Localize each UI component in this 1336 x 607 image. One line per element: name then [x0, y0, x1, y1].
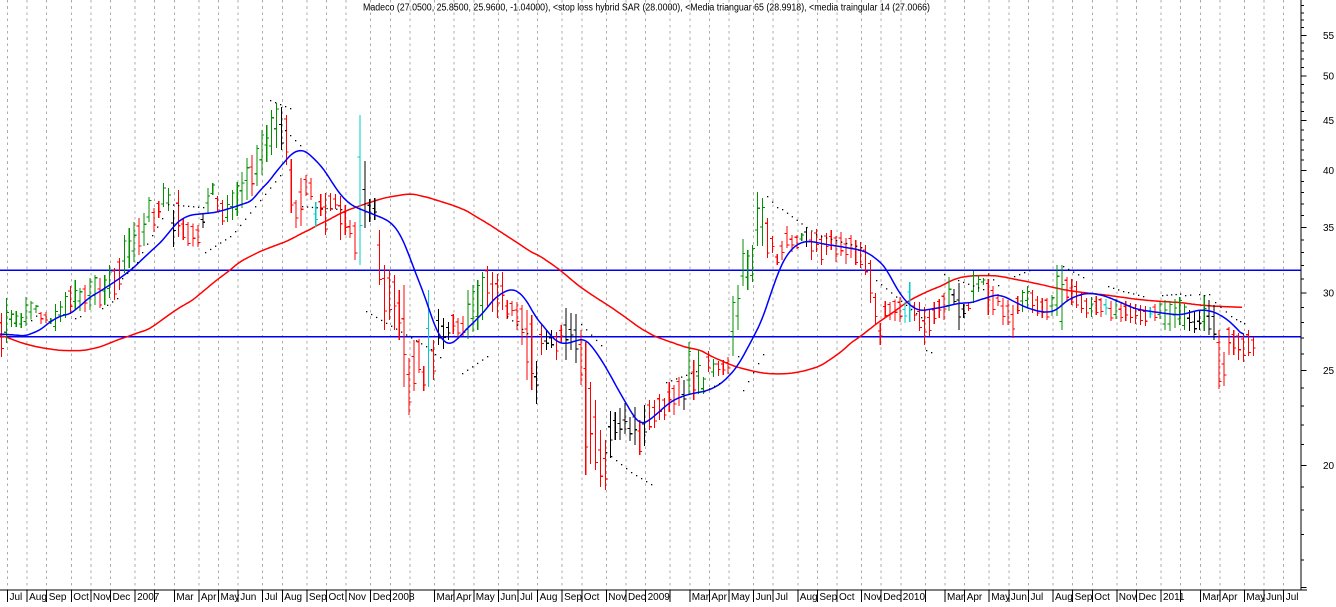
svg-text:Oct: Oct	[584, 592, 600, 602]
svg-text:Nov: Nov	[1119, 592, 1137, 602]
svg-text:Nov: Nov	[348, 592, 366, 602]
svg-text:Mar: Mar	[947, 592, 965, 602]
svg-text:Sep: Sep	[1075, 592, 1093, 602]
svg-text:Apr: Apr	[967, 592, 983, 602]
svg-text:May: May	[991, 592, 1010, 602]
svg-text:40: 40	[1323, 166, 1335, 177]
svg-text:Mar: Mar	[1202, 592, 1220, 602]
svg-text:Nov: Nov	[93, 592, 111, 602]
svg-text:Oct: Oct	[73, 592, 89, 602]
svg-text:Dec: Dec	[113, 592, 131, 602]
svg-text:Jun: Jun	[240, 592, 256, 602]
svg-text:30: 30	[1323, 289, 1335, 300]
svg-text:45: 45	[1323, 116, 1335, 127]
svg-text:May: May	[476, 592, 495, 602]
svg-text:Sep: Sep	[564, 592, 582, 602]
svg-text:55: 55	[1323, 31, 1335, 42]
svg-text:Aug: Aug	[1055, 592, 1073, 602]
svg-text:Apr: Apr	[1222, 592, 1238, 602]
svg-text:Jun: Jun	[1266, 592, 1282, 602]
svg-text:May: May	[221, 592, 240, 602]
svg-text:2007: 2007	[137, 592, 160, 602]
svg-text:Mar: Mar	[692, 592, 710, 602]
svg-text:Jul: Jul	[265, 592, 278, 602]
svg-text:Jul: Jul	[775, 592, 788, 602]
svg-text:Madeco (27.0500, 25.8500, 25.9: Madeco (27.0500, 25.8500, 25.9600, -1.04…	[363, 3, 930, 14]
svg-text:May: May	[1246, 592, 1265, 602]
svg-text:Dec: Dec	[883, 592, 901, 602]
svg-text:Sep: Sep	[819, 592, 837, 602]
svg-text:2009: 2009	[648, 592, 671, 602]
svg-text:2010: 2010	[903, 592, 926, 602]
svg-text:Dec: Dec	[628, 592, 646, 602]
svg-text:Jul: Jul	[1286, 592, 1299, 602]
svg-text:2011: 2011	[1163, 592, 1185, 602]
svg-text:Jul: Jul	[10, 592, 23, 602]
svg-text:Aug: Aug	[540, 592, 558, 602]
svg-text:Apr: Apr	[711, 592, 727, 602]
svg-text:50: 50	[1323, 71, 1335, 82]
svg-text:Oct: Oct	[1094, 592, 1110, 602]
svg-text:Aug: Aug	[800, 592, 818, 602]
svg-text:May: May	[731, 592, 750, 602]
svg-text:Oct: Oct	[329, 592, 345, 602]
svg-text:Jun: Jun	[500, 592, 516, 602]
svg-text:Aug: Aug	[29, 592, 47, 602]
svg-text:Apr: Apr	[201, 592, 217, 602]
svg-text:Mar: Mar	[176, 592, 194, 602]
svg-text:35: 35	[1323, 223, 1335, 234]
svg-text:Sep: Sep	[49, 592, 67, 602]
svg-text:2008: 2008	[392, 592, 415, 602]
svg-text:20: 20	[1323, 461, 1335, 472]
svg-text:Dec: Dec	[373, 592, 391, 602]
svg-text:Jul: Jul	[1031, 592, 1044, 602]
svg-text:Nov: Nov	[864, 592, 882, 602]
svg-text:Mar: Mar	[437, 592, 455, 602]
svg-text:Aug: Aug	[284, 592, 302, 602]
svg-text:Apr: Apr	[456, 592, 472, 602]
svg-text:Jun: Jun	[756, 592, 772, 602]
svg-text:Sep: Sep	[309, 592, 327, 602]
svg-text:Nov: Nov	[608, 592, 626, 602]
svg-text:Jul: Jul	[520, 592, 533, 602]
svg-text:Oct: Oct	[839, 592, 855, 602]
svg-text:Dec: Dec	[1139, 592, 1157, 602]
svg-text:25: 25	[1323, 366, 1335, 377]
svg-text:Jun: Jun	[1011, 592, 1027, 602]
